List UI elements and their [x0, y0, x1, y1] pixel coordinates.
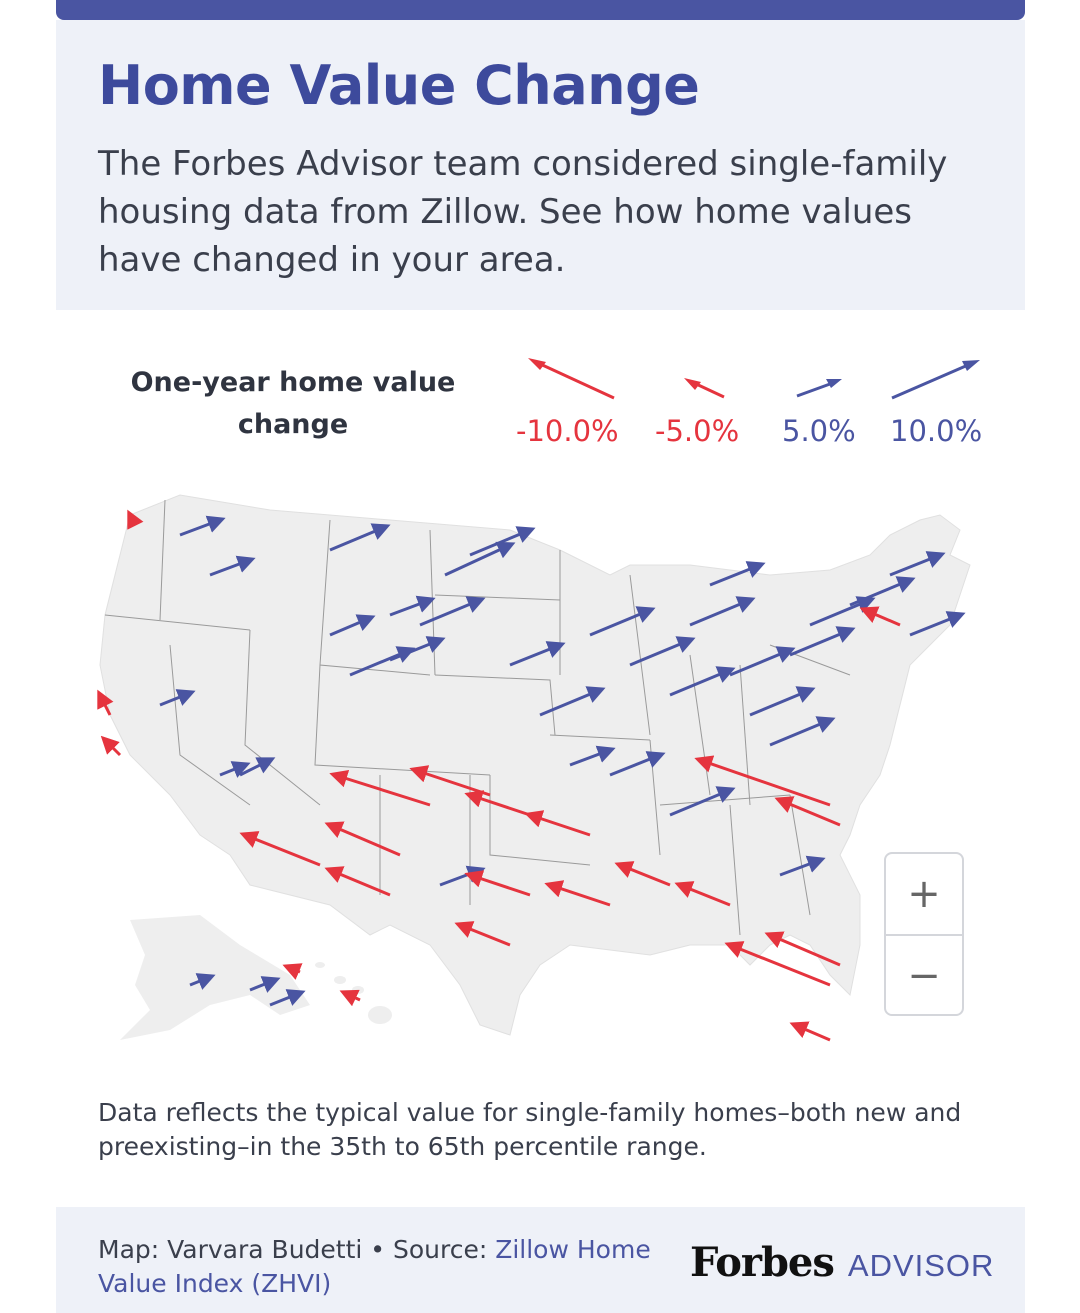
header-panel: Home Value Change The Forbes Advisor tea… — [56, 20, 1025, 310]
footer-panel: Map: Varvara Budetti • Source: Zillow Ho… — [56, 1207, 1025, 1313]
legend-title: One-year home value change — [130, 367, 456, 440]
credit-prefix: Map: Varvara Budetti • Source: — [98, 1235, 496, 1264]
page-title: Home Value Change — [98, 54, 700, 117]
zoom-control: + − — [884, 852, 964, 1016]
zoom-out-button[interactable]: − — [907, 953, 941, 999]
us-mainland-shape — [99, 494, 971, 1036]
credit-line: Map: Varvara Budetti • Source: Zillow Ho… — [98, 1233, 698, 1301]
forbes-advisor-logo: Forbes ADVISOR — [690, 1239, 994, 1286]
zoom-in-button[interactable]: + — [886, 854, 962, 936]
legend-label-pos10: 10.0% — [890, 414, 983, 448]
legend-label-neg10: -10.0% — [516, 414, 619, 448]
hawaii-shape — [315, 962, 392, 1024]
value-change-arrows — [97, 509, 966, 1042]
arrows-increase — [159, 515, 966, 1007]
logo-forbes-text: Forbes — [690, 1239, 835, 1286]
us-map[interactable] — [90, 475, 990, 1055]
legend-arrow-neg5 — [684, 378, 725, 399]
page-subtitle: The Forbes Advisor team considered singl… — [98, 144, 948, 280]
source-link[interactable]: Zillow Home Value Index (ZHVI) — [98, 1235, 651, 1298]
state-borders — [104, 499, 851, 936]
legend-arrows — [528, 358, 980, 400]
alaska-shape — [120, 915, 310, 1040]
top-accent-bar — [56, 0, 1025, 20]
logo-advisor-text: ADVISOR — [847, 1248, 995, 1283]
legend-arrow-neg10 — [528, 358, 615, 400]
legend-label-neg5: -5.0% — [655, 414, 740, 448]
legend-label-pos5: 5.0% — [782, 414, 856, 448]
arrows-decrease — [97, 509, 901, 1042]
data-note: Data reflects the typical value for sing… — [98, 1098, 962, 1161]
legend-arrow-pos10 — [891, 360, 980, 400]
legend-arrow-pos5 — [796, 379, 842, 398]
